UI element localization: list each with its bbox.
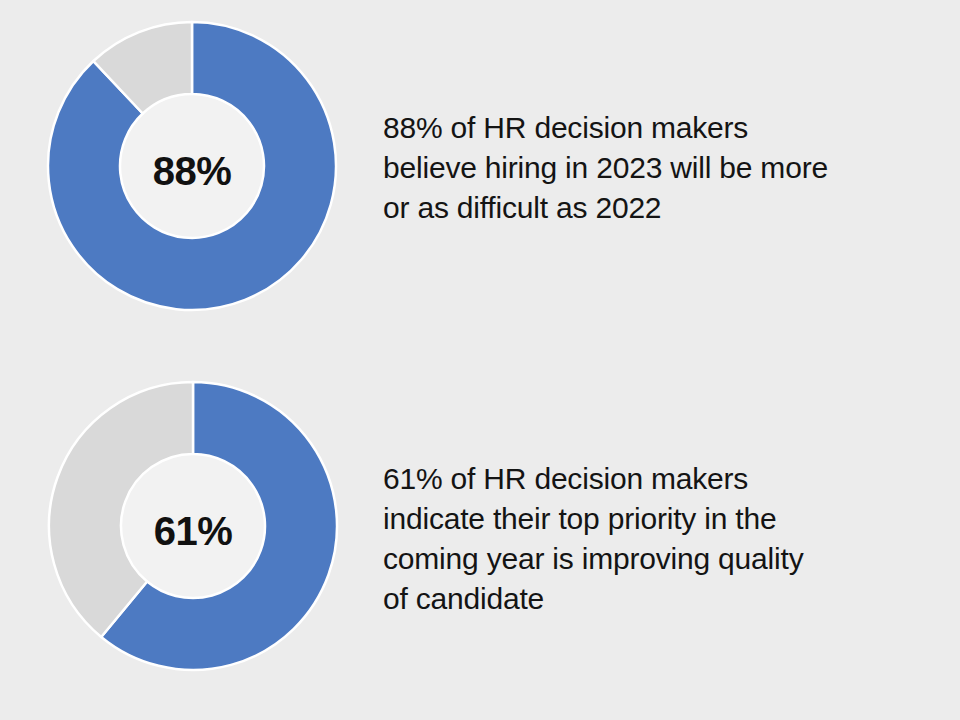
donut-chart-top-priority: 61% <box>47 380 339 672</box>
stat-caption: 61% of HR decision makers indicate their… <box>383 459 928 619</box>
donut-chart-hiring-difficulty: 88% <box>46 20 338 312</box>
stat-caption: 88% of HR decision makers believe hiring… <box>383 108 928 228</box>
infographic-page: { "page": { "background": "#ececec", "te… <box>0 0 960 720</box>
donut-chart-svg <box>46 20 338 312</box>
donut-chart-svg <box>47 380 339 672</box>
